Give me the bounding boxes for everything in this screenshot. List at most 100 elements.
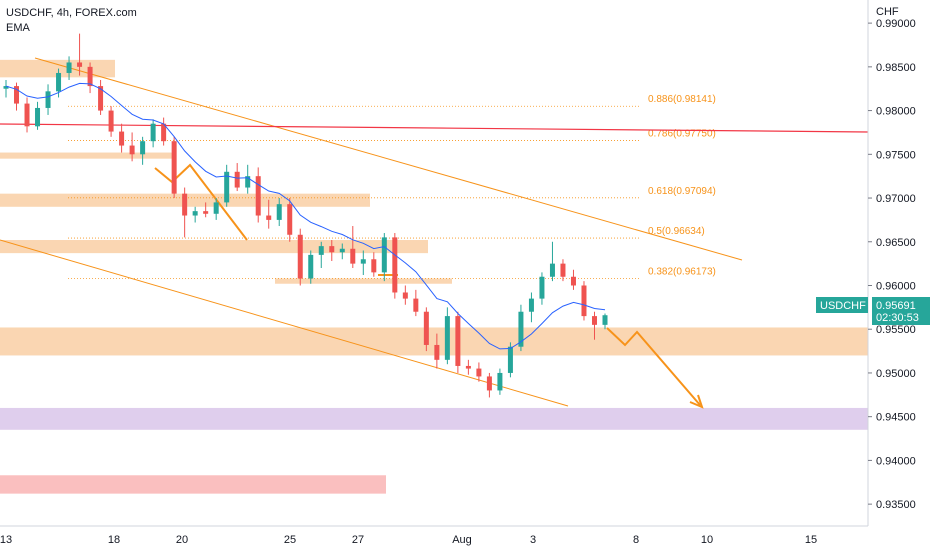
candle-body-1 — [14, 86, 20, 104]
time-tick-label-6: 3 — [530, 534, 536, 546]
price-tick-label-0: 0.99000 — [876, 18, 916, 30]
candle-body-37 — [392, 237, 398, 293]
candle-body-50 — [528, 298, 534, 312]
candle-body-40 — [423, 311, 429, 345]
candle-body-21 — [224, 171, 230, 203]
candle-body-55 — [581, 285, 587, 317]
candle-body-43 — [455, 316, 461, 366]
time-tick-label-5: Aug — [452, 534, 472, 546]
candle-body-2 — [24, 103, 30, 127]
candle-body-18 — [192, 211, 198, 216]
candle-body-26 — [276, 204, 282, 220]
badge-countdown: 02:30:53 — [876, 312, 919, 324]
price-tick-label-9: 0.94500 — [876, 412, 916, 424]
time-tick-label-3: 25 — [284, 534, 296, 546]
zone-4 — [275, 278, 452, 284]
time-tick-label-2: 20 — [176, 534, 188, 546]
badge-symbol: USDCHF — [820, 300, 866, 312]
candle-body-56 — [591, 316, 597, 325]
candle-body-38 — [402, 292, 408, 299]
candle-body-5 — [56, 72, 62, 92]
price-tick-label-5: 0.96500 — [876, 237, 916, 249]
fib-layer: 0.886(0.98141) 0.786(0.97750) 0.618(0.9709… — [68, 94, 716, 279]
candle-body-6 — [66, 62, 72, 73]
chart-symbol-title: USDCHF, 4h, FOREX.com — [6, 7, 137, 19]
zone-3 — [0, 240, 428, 254]
candle-body-44 — [465, 365, 471, 369]
candle-body-41 — [434, 344, 440, 360]
candle-body-14 — [150, 123, 156, 142]
time-tick-label-4: 27 — [352, 534, 364, 546]
candle-body-54 — [570, 276, 576, 286]
candle-body-4 — [45, 91, 51, 108]
price-tick-label-7: 0.95500 — [876, 324, 916, 336]
channel-upper-line — [34, 57, 743, 261]
zone-6 — [0, 407, 868, 430]
candle-body-33 — [350, 248, 356, 264]
price-tick-label-4: 0.97000 — [876, 193, 916, 205]
candle-body-9 — [98, 86, 104, 111]
candle-body-49 — [518, 311, 524, 347]
time-axis: 13 18 20 25 27 Aug 3 8 10 15 — [0, 534, 817, 546]
candle-body-28 — [297, 234, 303, 279]
fib-label-4: 0.382(0.96173) — [648, 266, 716, 277]
candle-body-25 — [266, 215, 272, 220]
candle-body-16 — [171, 141, 177, 194]
fib-label-1: 0.786(0.97750) — [648, 128, 716, 139]
candle-body-48 — [507, 346, 513, 373]
fib-label-0: 0.886(0.98141) — [648, 94, 716, 105]
price-tick-label-6: 0.96000 — [876, 280, 916, 292]
candle-body-24 — [255, 176, 261, 216]
zone-1 — [0, 152, 172, 159]
candle-body-52 — [549, 263, 555, 277]
time-tick-label-9: 15 — [805, 534, 817, 546]
candle-body-23 — [245, 176, 251, 188]
arrowhead — [689, 394, 704, 409]
badge-price: 0.95691 — [876, 300, 916, 312]
candle-body-10 — [108, 110, 114, 132]
price-tick-label-10: 0.94000 — [876, 455, 916, 467]
time-tick-label-0: 13 — [0, 534, 12, 546]
candle-body-19 — [203, 211, 209, 214]
price-tick-label-1: 0.98500 — [876, 62, 916, 74]
time-tick-label-8: 10 — [701, 534, 713, 546]
candle-body-57 — [602, 315, 608, 325]
candle-body-15 — [161, 123, 167, 142]
candle-body-17 — [182, 193, 188, 216]
candle-body-42 — [444, 316, 450, 360]
candle-body-20 — [213, 202, 219, 214]
candle-body-30 — [318, 246, 324, 255]
candle-body-8 — [87, 66, 93, 87]
candle-body-11 — [119, 131, 125, 146]
candle-body-13 — [140, 141, 146, 155]
candle-body-45 — [476, 368, 482, 377]
candle-body-7 — [77, 62, 83, 67]
currency-label: CHF — [876, 6, 899, 18]
candle-body-51 — [539, 276, 545, 299]
zones-layer — [0, 59, 868, 494]
price-badge: USDCHF 0.95691 02:30:53 — [816, 297, 930, 325]
zone-5 — [0, 327, 868, 356]
price-tick-label-2: 0.98000 — [876, 106, 916, 118]
candle-body-46 — [486, 376, 492, 391]
candle-body-47 — [497, 372, 503, 391]
price-tick-label-11: 0.93500 — [876, 499, 916, 511]
trendlines-layer — [0, 57, 869, 409]
candle-body-34 — [360, 259, 366, 264]
candle-body-27 — [287, 204, 293, 235]
price-tick-label-3: 0.97500 — [876, 149, 916, 161]
price-axis: 0.99000 0.98500 0.98000 0.97500 0.97000 0.965… — [868, 18, 916, 511]
candle-body-0 — [3, 86, 9, 89]
candle-body-29 — [308, 254, 314, 279]
fib-label-2: 0.618(0.97094) — [648, 186, 716, 197]
candle-body-31 — [329, 246, 335, 253]
price-tick-label-8: 0.95000 — [876, 368, 916, 380]
candle-body-35 — [371, 259, 377, 273]
candle-body-53 — [560, 263, 566, 277]
projection-arrow-3 — [606, 327, 701, 406]
candle-body-12 — [129, 145, 135, 155]
candle-body-32 — [339, 248, 345, 253]
time-tick-label-1: 18 — [108, 534, 120, 546]
fib-label-3: 0.5(0.96634) — [648, 226, 705, 237]
